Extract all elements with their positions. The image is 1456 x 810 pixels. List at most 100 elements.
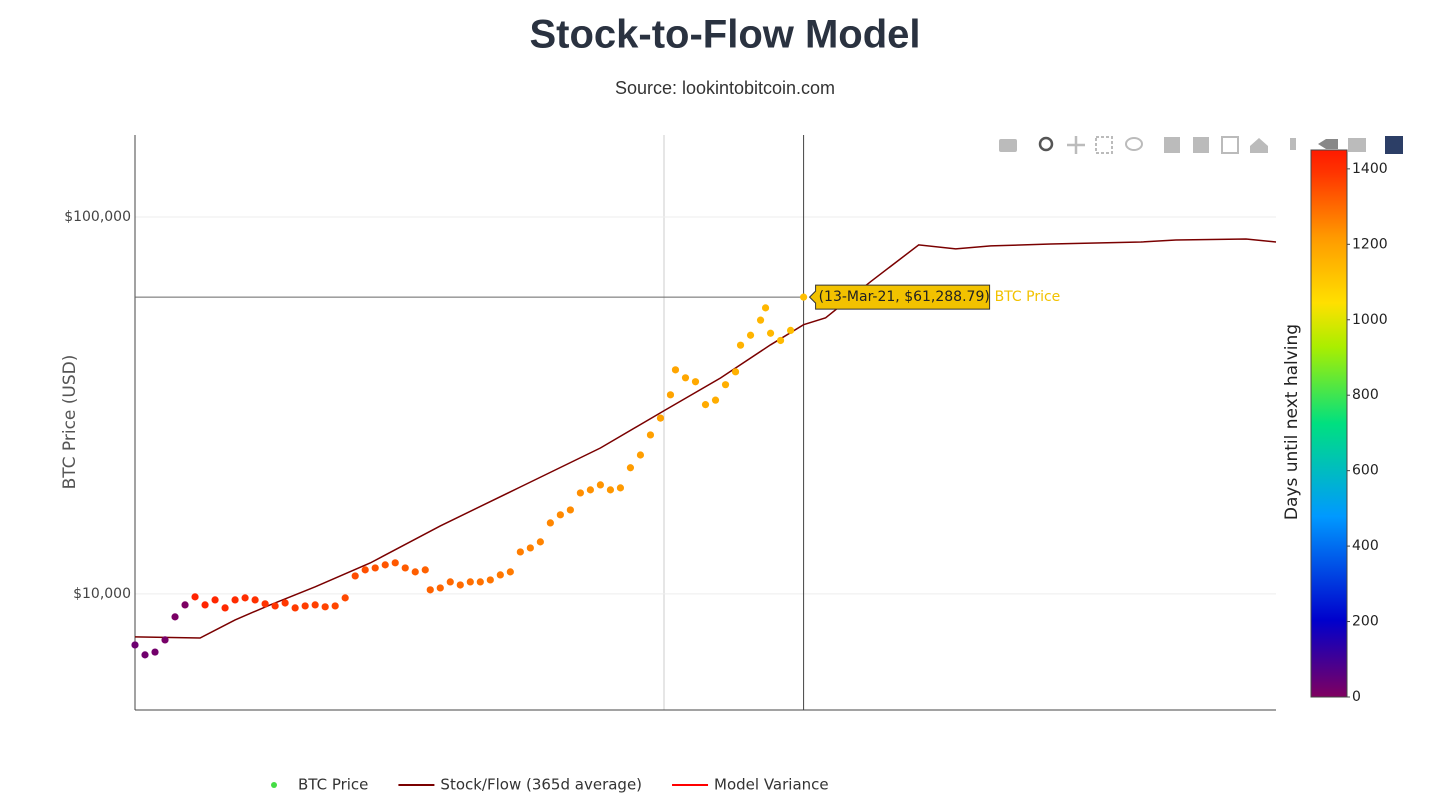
- colorbar-tick-label: 0: [1352, 689, 1361, 705]
- colorbar-tick-label: 400: [1352, 538, 1379, 554]
- colorbar-tick-label: 1000: [1352, 312, 1388, 328]
- price-point: [656, 414, 665, 422]
- price-point: [446, 578, 454, 586]
- price-point: [301, 602, 309, 610]
- colorbar-tick-label: 200: [1352, 614, 1379, 630]
- plotly-logo[interactable]: [1385, 136, 1403, 154]
- price-point: [646, 431, 655, 439]
- price-point: [536, 538, 544, 546]
- price-point: [776, 336, 785, 345]
- price-point: [281, 599, 289, 607]
- price-point: [616, 484, 625, 492]
- price-point: [671, 366, 680, 374]
- chart-title: Stock-to-Flow Model: [529, 13, 920, 57]
- colorbar-title: Days until next halving: [1282, 324, 1302, 520]
- price-point: [391, 559, 399, 567]
- chart-subtitle: Source: lookintobitcoin.com: [615, 78, 835, 98]
- price-point: [711, 396, 720, 404]
- price-point: [211, 596, 219, 604]
- colorbar-tick-label: 1400: [1352, 161, 1388, 177]
- price-point: [576, 489, 584, 497]
- price-point: [586, 486, 594, 494]
- price-point: [761, 304, 770, 312]
- price-point: [421, 566, 429, 574]
- price-point: [241, 594, 249, 602]
- lasso-button[interactable]: [1125, 137, 1143, 151]
- legend-label[interactable]: BTC Price: [298, 776, 368, 794]
- colorbar-tick-label: 800: [1352, 387, 1379, 403]
- price-point: [141, 651, 149, 659]
- price-point: [766, 329, 775, 337]
- spike-button[interactable]: [1290, 138, 1296, 150]
- price-point: [351, 572, 359, 580]
- price-point: [151, 648, 159, 656]
- price-point: [401, 564, 409, 572]
- price-point: [411, 568, 419, 576]
- price-point: [731, 368, 740, 376]
- price-point: [556, 511, 564, 519]
- zoom-in-button[interactable]: [1164, 137, 1180, 153]
- price-point: [626, 464, 635, 472]
- price-point: [456, 581, 464, 589]
- legend-label[interactable]: Model Variance: [714, 776, 829, 794]
- compare-button[interactable]: [1318, 139, 1338, 149]
- price-point: [516, 548, 524, 556]
- price-point: [436, 584, 444, 592]
- price-point: [691, 378, 700, 386]
- y-axis-label: BTC Price (USD): [60, 355, 80, 490]
- colorbar: [1310, 149, 1348, 698]
- price-point: [261, 600, 269, 608]
- y-tick-label: $10,000: [73, 586, 131, 602]
- box-select-button[interactable]: [1095, 136, 1113, 154]
- model-line: [134, 238, 1277, 639]
- reset-button[interactable]: [1250, 138, 1268, 153]
- price-point: [426, 586, 434, 594]
- price-point: [131, 641, 139, 649]
- hover-series-name: BTC Price: [995, 289, 1061, 305]
- price-point: [466, 578, 474, 586]
- price-point: [271, 602, 279, 610]
- price-point: [526, 544, 534, 552]
- hover-button[interactable]: [1348, 138, 1366, 152]
- price-point: [171, 613, 179, 621]
- price-point: [476, 578, 484, 586]
- price-point: [181, 601, 189, 609]
- price-point: [799, 293, 808, 301]
- price-point: [321, 603, 329, 611]
- price-point: [221, 604, 229, 612]
- colorbar-tick-label: 600: [1352, 463, 1379, 479]
- hover-label: (13-Mar-21, $61,288.79): [819, 289, 990, 305]
- price-point: [231, 596, 239, 604]
- price-point: [506, 568, 514, 576]
- camera-button[interactable]: [999, 139, 1017, 152]
- zoom-out-button[interactable]: [1193, 137, 1209, 153]
- price-point: [201, 601, 209, 609]
- price-point: [681, 374, 690, 382]
- price-point: [546, 519, 554, 527]
- toolbar: [999, 136, 1403, 154]
- price-point: [756, 316, 765, 324]
- price-point: [361, 566, 369, 574]
- legend-marker: [271, 782, 277, 788]
- price-point: [496, 571, 504, 579]
- price-point: [701, 401, 710, 409]
- hover-box: [808, 284, 991, 310]
- zoom-button[interactable]: [1038, 136, 1054, 152]
- price-point: [381, 561, 389, 569]
- price-point: [371, 564, 379, 572]
- price-point: [486, 576, 494, 584]
- pan-button[interactable]: [1067, 136, 1085, 154]
- price-point: [311, 601, 319, 609]
- price-point: [596, 481, 605, 489]
- autoscale-button[interactable]: [1221, 136, 1239, 154]
- price-point: [721, 381, 730, 389]
- price-point: [786, 326, 795, 335]
- price-point: [251, 596, 259, 604]
- legend-label[interactable]: Stock/Flow (365d average): [440, 776, 642, 794]
- price-point: [341, 594, 349, 602]
- price-point: [736, 341, 745, 349]
- price-point: [161, 636, 169, 644]
- price-point: [636, 451, 645, 459]
- price-point: [291, 604, 299, 612]
